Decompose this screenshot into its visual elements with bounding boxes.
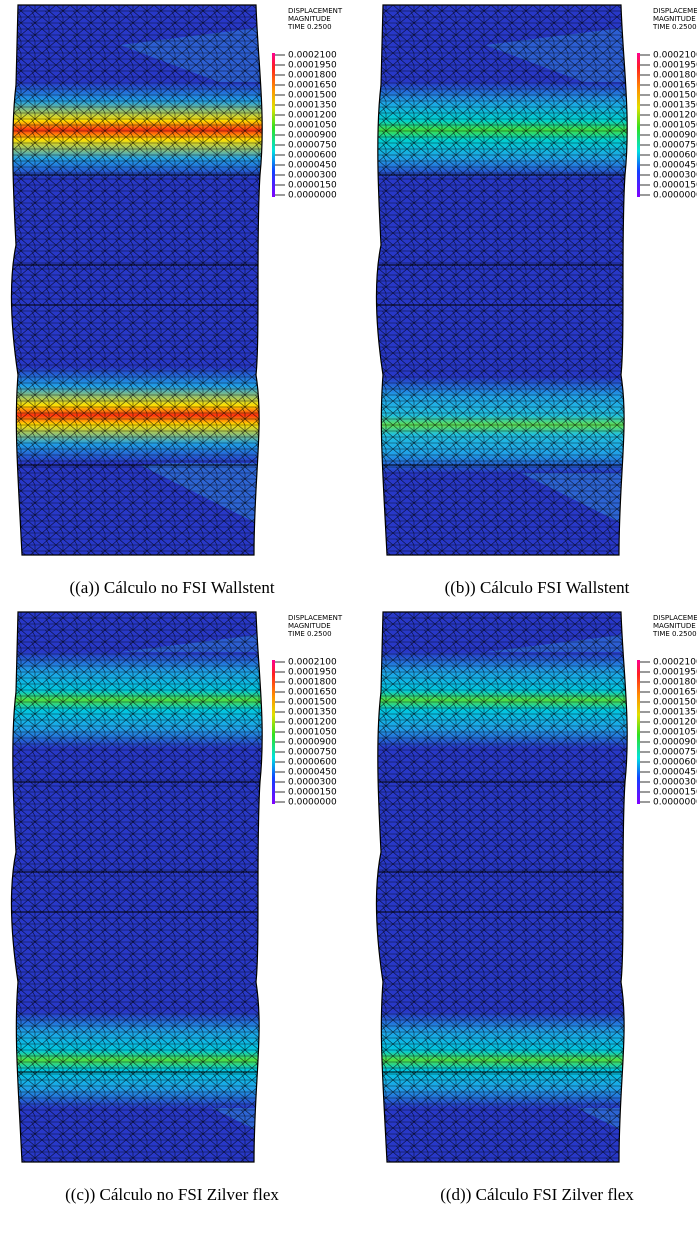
colorbar-label: 0.0001800 (288, 678, 337, 688)
colorbar (637, 660, 640, 804)
colorbar-label: 0.0000150 (288, 788, 337, 798)
colorbar-title: DISPLACEMENT (288, 614, 343, 622)
colorbar-title: MAGNITUDE (288, 622, 331, 630)
colorbar-label: 0.0000600 (288, 151, 337, 161)
colorbar-title: TIME 0.2500 (287, 630, 332, 638)
colorbar-title: MAGNITUDE (653, 622, 696, 630)
colorbar-label: 0.0000150 (653, 181, 697, 191)
colorbar-label: 0.0001050 (288, 121, 337, 131)
colorbar-label: 0.0000600 (653, 758, 697, 768)
colorbar-label: 0.0002100 (653, 658, 697, 668)
colorbar-label: 0.0001950 (653, 668, 697, 678)
colorbar-label: 0.0001050 (288, 728, 337, 738)
stent-model (0, 612, 280, 1162)
colorbar-title: TIME 0.2500 (652, 23, 697, 31)
colorbar-label: 0.0000600 (653, 151, 697, 161)
colorbar-label: 0.0000450 (288, 768, 337, 778)
colorbar-label: 0.0001500 (288, 698, 337, 708)
colorbar-label: 0.0001350 (653, 101, 697, 111)
colorbar-label: 0.0000750 (653, 141, 697, 151)
colorbar-label: 0.0000750 (653, 748, 697, 758)
colorbar-label: 0.0001650 (288, 81, 337, 91)
figure: DISPLACEMENTMAGNITUDETIME 0.25000.000210… (0, 0, 697, 1241)
colorbar-label: 0.0001350 (653, 708, 697, 718)
colorbar-label: 0.0000150 (653, 788, 697, 798)
colorbar-label: 0.0000900 (653, 738, 697, 748)
colorbar-label: 0.0002100 (288, 51, 337, 61)
colorbar-title: TIME 0.2500 (287, 23, 332, 31)
colorbar-title: DISPLACEMENT (653, 7, 697, 15)
mesh (365, 612, 645, 1162)
colorbar-label: 0.0000300 (288, 778, 337, 788)
caption: ((a)) Cálculo no FSI Wallstent (69, 578, 274, 597)
colorbar-label: 0.0001500 (288, 91, 337, 101)
colorbar (272, 53, 275, 197)
colorbar-label: 0.0001950 (288, 61, 337, 71)
colorbar-label: 0.0000300 (288, 171, 337, 181)
colorbar-title: MAGNITUDE (288, 15, 331, 23)
colorbar (637, 53, 640, 197)
caption: ((c)) Cálculo no FSI Zilver flex (65, 1185, 279, 1204)
colorbar-label: 0.0001500 (653, 91, 697, 101)
colorbar-label: 0.0001050 (653, 728, 697, 738)
colorbar-label: 0.0000000 (653, 798, 697, 808)
colorbar-title: TIME 0.2500 (652, 630, 697, 638)
colorbar-label: 0.0000000 (288, 191, 337, 201)
colorbar-label: 0.0000000 (653, 191, 697, 201)
colorbar-label: 0.0001800 (288, 71, 337, 81)
colorbar-title: MAGNITUDE (653, 15, 696, 23)
colorbar-label: 0.0001200 (653, 718, 697, 728)
colorbar-label: 0.0000450 (653, 161, 697, 171)
colorbar-label: 0.0001800 (653, 678, 697, 688)
colorbar-label: 0.0000900 (288, 131, 337, 141)
mesh (365, 5, 645, 555)
colorbar-label: 0.0001350 (288, 101, 337, 111)
colorbar-label: 0.0000300 (653, 171, 697, 181)
colorbar-label: 0.0001200 (653, 111, 697, 121)
colorbar-label: 0.0001200 (288, 111, 337, 121)
stent-model (365, 5, 645, 555)
caption: ((b)) Cálculo FSI Wallstent (445, 578, 630, 597)
colorbar-label: 0.0002100 (653, 51, 697, 61)
colorbar-label: 0.0001050 (653, 121, 697, 131)
colorbar-label: 0.0000900 (288, 738, 337, 748)
colorbar-label: 0.0001800 (653, 71, 697, 81)
colorbar-label: 0.0000150 (288, 181, 337, 191)
colorbar-label: 0.0000750 (288, 141, 337, 151)
colorbar-label: 0.0000450 (653, 768, 697, 778)
colorbar (272, 660, 275, 804)
colorbar-label: 0.0000300 (653, 778, 697, 788)
colorbar-label: 0.0000750 (288, 748, 337, 758)
colorbar-label: 0.0002100 (288, 658, 337, 668)
stent-model (0, 5, 280, 555)
colorbar-label: 0.0001500 (653, 698, 697, 708)
colorbar-label: 0.0001650 (653, 688, 697, 698)
colorbar-label: 0.0000900 (653, 131, 697, 141)
colorbar-label: 0.0001650 (288, 688, 337, 698)
colorbar-label: 0.0000000 (288, 798, 337, 808)
mesh (0, 612, 280, 1162)
colorbar-label: 0.0001350 (288, 708, 337, 718)
caption: ((d)) Cálculo FSI Zilver flex (440, 1185, 634, 1204)
colorbar-label: 0.0001950 (653, 61, 697, 71)
colorbar-label: 0.0001650 (653, 81, 697, 91)
colorbar-label: 0.0000600 (288, 758, 337, 768)
mesh (0, 5, 280, 555)
colorbar-title: DISPLACEMENT (653, 614, 697, 622)
colorbar-label: 0.0001950 (288, 668, 337, 678)
colorbar-label: 0.0001200 (288, 718, 337, 728)
colorbar-title: DISPLACEMENT (288, 7, 343, 15)
stent-model (365, 612, 645, 1162)
colorbar-label: 0.0000450 (288, 161, 337, 171)
